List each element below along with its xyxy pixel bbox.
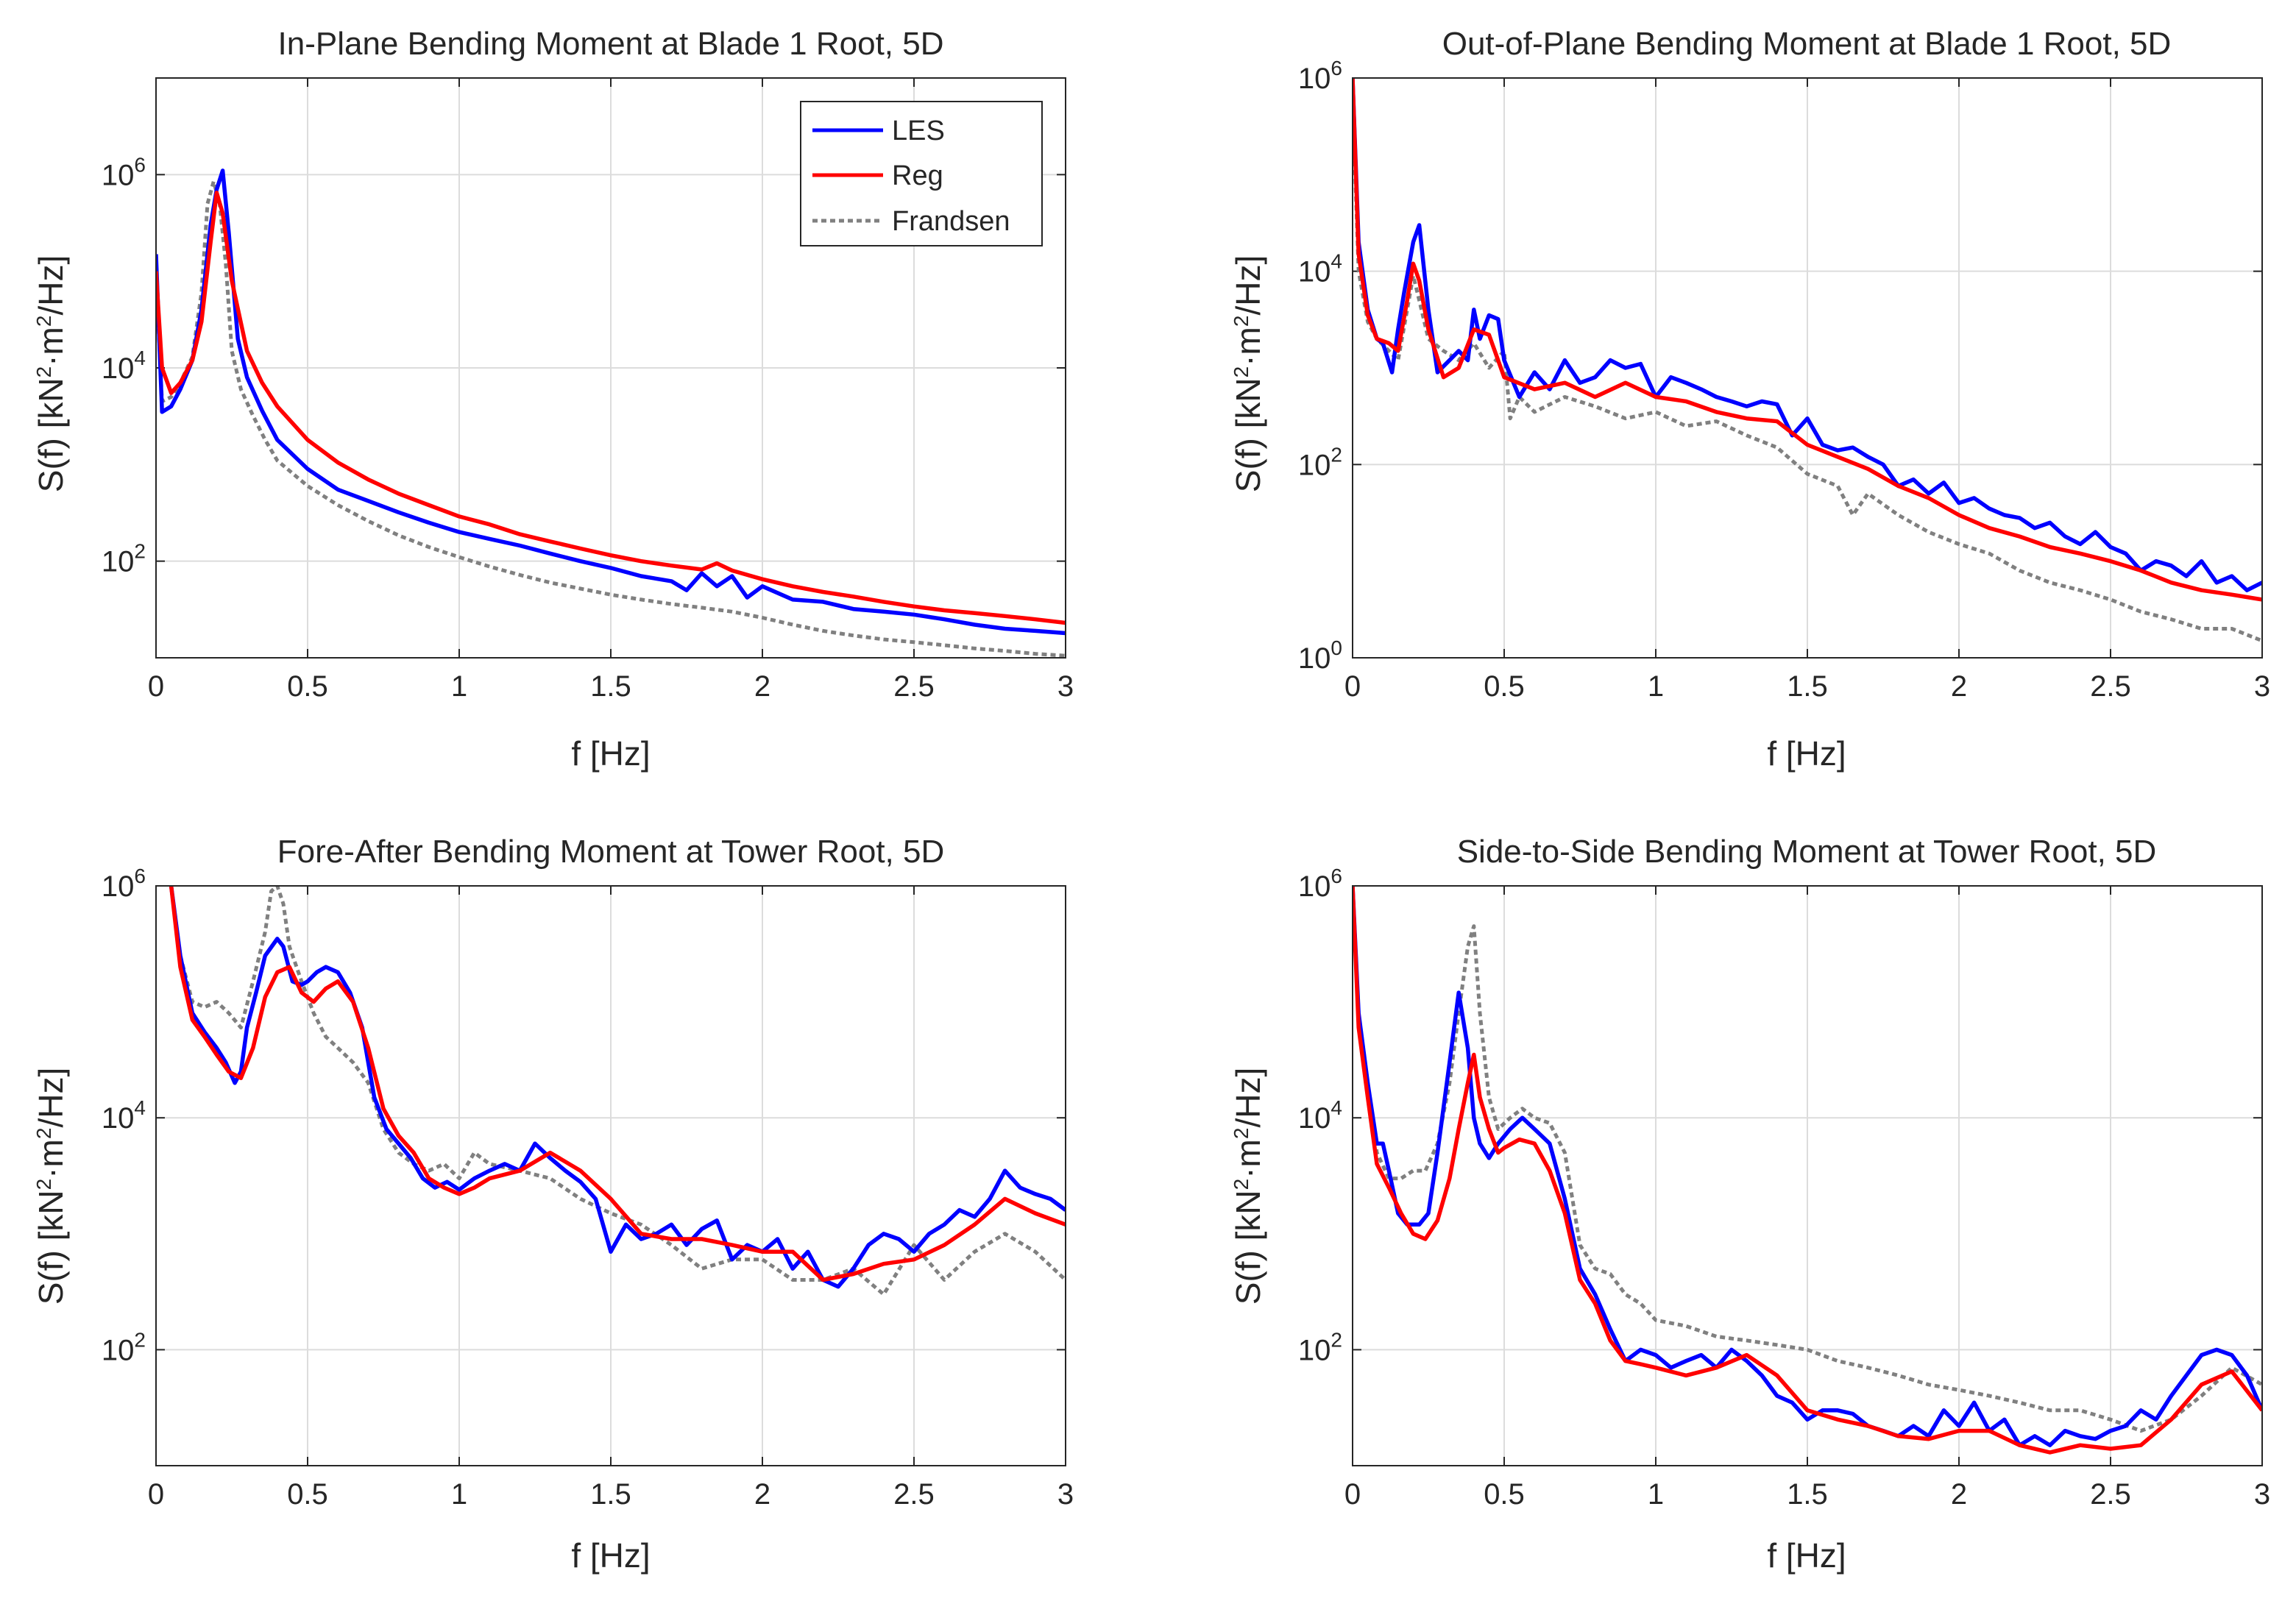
x-axis-label: f [Hz] [571,734,650,773]
legend: LES Reg Frandsen [800,101,1043,246]
x-tick-label: 2 [754,1478,770,1511]
x-tick-label: 0 [148,670,164,703]
panel-title: In-Plane Bending Moment at Blade 1 Root,… [278,26,944,62]
x-tick-label: 2.5 [893,670,935,703]
x-tick-label: 1.5 [590,1478,631,1511]
x-tick-label: 0.5 [1484,1478,1525,1511]
x-tick-label: 2.5 [2090,670,2131,703]
legend-label-les: LES [892,116,945,146]
x-tick-label: 3 [1057,670,1074,703]
x-tick-label: 1 [1648,670,1664,703]
x-tick-label: 0 [148,1478,164,1511]
x-tick-label: 1.5 [1787,670,1828,703]
x-tick-label: 1.5 [1787,1478,1828,1511]
x-tick-label: 0.5 [287,1478,328,1511]
series-line-les [1353,78,2262,592]
axes-frame [1352,77,2263,659]
x-tick-label: 2.5 [2090,1478,2131,1511]
series-line-frandsen [169,886,1066,1296]
panel-out-of-plane-blade-root: Out-of-Plane Bending Moment at Blade 1 R… [1229,26,2270,773]
axes-frame [1352,885,2263,1466]
panel-title: Out-of-Plane Bending Moment at Blade 1 R… [1442,26,2172,62]
grid [1353,78,2262,658]
y-tick-label: 106 [102,153,146,191]
y-tick-label: 104 [102,347,146,385]
panel-title: Side-to-Side Bending Moment at Tower Roo… [1457,834,2157,870]
x-tick-label: 2.5 [893,1478,935,1511]
x-tick-label: 0.5 [1484,670,1525,703]
axes-frame [155,77,1066,659]
x-tick-label: 3 [1057,1478,1074,1511]
y-axis-label: S(f) [kN2·m2/Hz] [1229,1068,1267,1305]
x-tick-label: 2 [754,670,770,703]
x-tick-label: 2 [1951,1478,1967,1511]
series-line-les [1353,886,2262,1447]
axes-frame [155,885,1066,1466]
series-line-reg [1353,886,2262,1455]
series-line-les [156,168,1066,636]
series-line-reg [1353,78,2262,602]
x-tick-label: 2 [1951,670,1967,703]
series-line-reg [156,191,1066,625]
series-line-frandsen [1353,886,2262,1433]
panel-title: Fore-After Bending Moment at Tower Root,… [277,834,945,870]
x-tick-label: 1 [1648,1478,1664,1511]
legend-label-frandsen: Frandsen [892,206,1010,237]
x-tick-label: 0.5 [287,670,328,703]
panel-side-to-side-tower-root: Side-to-Side Bending Moment at Tower Roo… [1229,834,2270,1575]
y-tick-label: 102 [102,540,146,578]
series-line-les [169,886,1066,1289]
x-axis-label: f [Hz] [571,1536,650,1575]
x-tick-label: 3 [2254,1478,2270,1511]
x-tick-label: 1 [451,670,467,703]
x-tick-label: 3 [2254,670,2270,703]
series-line-reg [169,886,1066,1282]
panel-in-plane-blade-root: In-Plane Bending Moment at Blade 1 Root,… [32,26,1074,773]
x-axis-label: f [Hz] [1767,734,1846,773]
x-tick-label: 0 [1344,1478,1361,1511]
x-tick-label: 0 [1344,670,1361,703]
legend-label-reg: Reg [892,160,943,191]
x-tick-label: 1.5 [590,670,631,703]
x-tick-label: 1 [451,1478,467,1511]
x-axis-label: f [Hz] [1767,1536,1846,1575]
